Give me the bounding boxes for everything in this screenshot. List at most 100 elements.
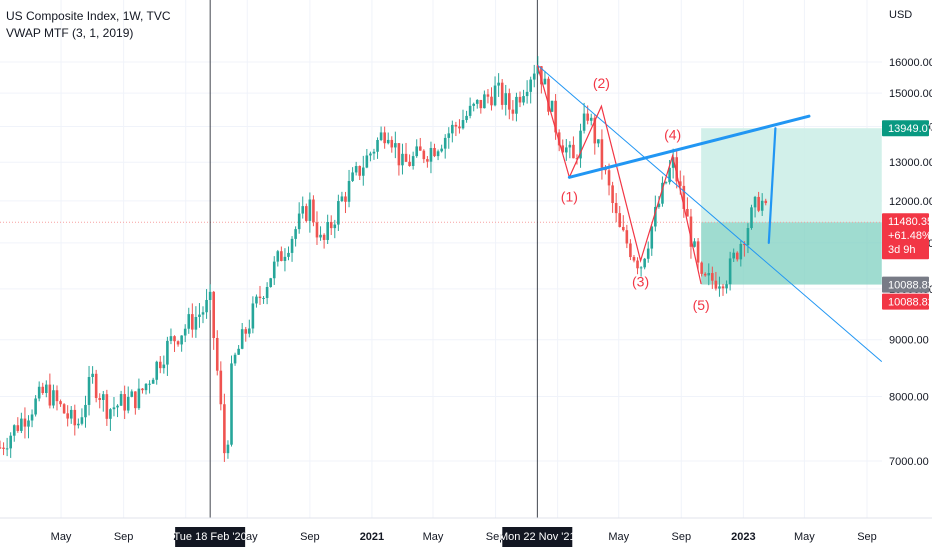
candle-body (650, 226, 654, 249)
crosshair-date-badge (175, 527, 246, 547)
candle-body (376, 140, 379, 152)
time-axis-tick: Sep (857, 531, 877, 543)
wave-label: (2) (593, 75, 610, 91)
candle-body (394, 143, 397, 148)
candle-body (725, 284, 728, 289)
candle-body (59, 401, 62, 405)
candle-body (27, 420, 30, 427)
candle-body (283, 256, 287, 261)
candle-body (743, 243, 746, 246)
time-axis-tick: May (794, 531, 815, 543)
time-axis-tick: 2021 (360, 531, 384, 543)
candle-body (198, 314, 201, 317)
candle-body (301, 206, 305, 214)
candle-body (739, 243, 743, 260)
candle-body (383, 132, 386, 144)
candle-body (151, 379, 155, 384)
candle-body (191, 314, 194, 330)
time-axis-bg (0, 518, 932, 550)
candle-body (223, 404, 226, 454)
candle-body (550, 100, 554, 112)
candle-body (98, 397, 102, 400)
candle-body (215, 338, 219, 371)
candle-body (629, 243, 632, 258)
candle-body (94, 373, 98, 398)
candle-body (212, 291, 215, 339)
candle-body (365, 155, 369, 168)
candle-body (397, 143, 401, 166)
candle-body (183, 328, 187, 336)
candle-body (750, 207, 753, 229)
time-axis-tick: May (51, 531, 72, 543)
candle-body (251, 303, 255, 329)
legend-indicator: VWAP MTF (3, 1, 2019) (6, 26, 134, 40)
candle-body (607, 170, 611, 186)
candle-body (582, 113, 586, 131)
candle-body (572, 144, 575, 159)
candle-body (682, 185, 686, 209)
candle-body (269, 278, 272, 287)
price-axis-tick: 9000.00 (889, 335, 929, 347)
candle-body (718, 286, 721, 289)
candle-body (515, 96, 518, 114)
candle-body (287, 252, 290, 257)
price-axis-tick: 13000.00 (889, 157, 932, 169)
candle-body (230, 363, 233, 445)
candle-body (20, 418, 23, 431)
candle-body (735, 252, 739, 260)
candle-body (77, 423, 80, 426)
candle-body (280, 251, 283, 261)
candle-body (201, 312, 205, 315)
candle-body (525, 91, 529, 97)
candle-body (479, 99, 483, 109)
candle-body (493, 85, 497, 106)
candle-body (721, 286, 725, 289)
candle-body (589, 117, 593, 121)
candle-body (240, 329, 244, 349)
wave-label: (5) (693, 297, 710, 313)
candle-body (333, 224, 337, 229)
crosshair-date-label: Tue 18 Feb '20 (174, 531, 247, 543)
projection-line (767, 127, 777, 244)
candle-body (290, 238, 294, 253)
candle-body (34, 398, 37, 415)
candle-body (112, 407, 116, 410)
candle-body (597, 139, 600, 144)
candle-body (625, 230, 629, 244)
candle-body (561, 145, 565, 153)
candle-body (194, 316, 198, 330)
candle-body (340, 196, 344, 202)
candle-body (728, 258, 732, 285)
candle-body (276, 251, 280, 262)
candle-body (686, 208, 689, 217)
candle-body (621, 226, 625, 231)
candle-body (490, 96, 493, 106)
candle-body (322, 234, 326, 240)
candle-body (372, 151, 376, 154)
current-price-badge-text: 3d 9h (888, 244, 916, 256)
candle-body (52, 390, 55, 406)
candle-body (475, 99, 479, 104)
candle-body (319, 234, 322, 238)
candle-body (80, 417, 84, 424)
candle-body (326, 221, 329, 240)
candle-body (55, 390, 59, 402)
candle-body (668, 167, 671, 183)
candle-body (618, 213, 622, 227)
candle-body (23, 418, 27, 427)
price-axis-tick: 8000.00 (889, 392, 929, 404)
candle-body (144, 383, 148, 391)
candle-body (443, 137, 447, 149)
candle-body (244, 329, 248, 334)
candle-body (540, 66, 543, 85)
candle-body (105, 394, 109, 419)
candle-body (746, 228, 750, 246)
candle-body (451, 124, 454, 134)
candle-body (703, 273, 707, 276)
price-axis-tick: 12000.00 (889, 196, 932, 208)
current-price-badge-text: +61.48% (888, 230, 932, 242)
candle-body (461, 120, 465, 129)
candle-body (351, 172, 354, 181)
candle-body (344, 196, 347, 202)
